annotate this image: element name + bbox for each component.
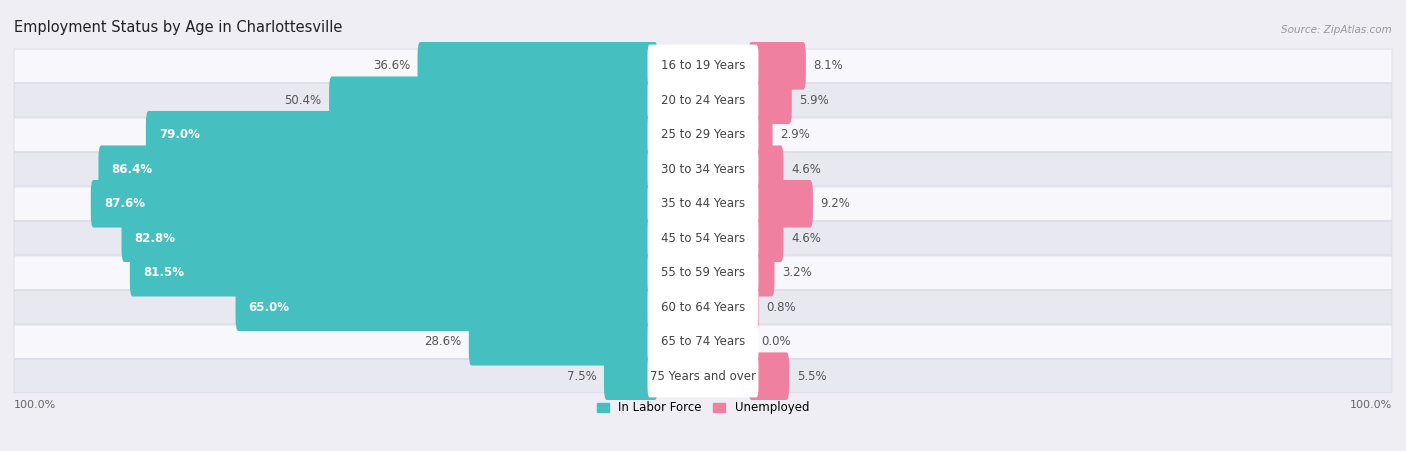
Text: 65 to 74 Years: 65 to 74 Years bbox=[661, 335, 745, 348]
FancyBboxPatch shape bbox=[648, 355, 758, 397]
Text: 75 Years and over: 75 Years and over bbox=[650, 370, 756, 383]
Text: 36.6%: 36.6% bbox=[373, 59, 411, 72]
Text: 82.8%: 82.8% bbox=[135, 232, 176, 245]
FancyBboxPatch shape bbox=[121, 214, 658, 262]
Text: 100.0%: 100.0% bbox=[1350, 400, 1392, 410]
FancyBboxPatch shape bbox=[129, 249, 658, 296]
FancyBboxPatch shape bbox=[648, 79, 758, 121]
Text: 81.5%: 81.5% bbox=[143, 266, 184, 279]
FancyBboxPatch shape bbox=[146, 111, 658, 159]
Text: 50.4%: 50.4% bbox=[284, 94, 322, 107]
FancyBboxPatch shape bbox=[748, 77, 792, 124]
FancyBboxPatch shape bbox=[468, 318, 658, 365]
Text: 8.1%: 8.1% bbox=[814, 59, 844, 72]
Text: 4.6%: 4.6% bbox=[792, 232, 821, 245]
Text: 4.6%: 4.6% bbox=[792, 163, 821, 176]
FancyBboxPatch shape bbox=[648, 148, 758, 190]
FancyBboxPatch shape bbox=[648, 217, 758, 259]
Text: 28.6%: 28.6% bbox=[425, 335, 461, 348]
Text: 2.9%: 2.9% bbox=[780, 128, 810, 141]
Text: 5.9%: 5.9% bbox=[800, 94, 830, 107]
FancyBboxPatch shape bbox=[648, 183, 758, 225]
Text: 35 to 44 Years: 35 to 44 Years bbox=[661, 197, 745, 210]
FancyBboxPatch shape bbox=[748, 42, 806, 90]
Text: 0.8%: 0.8% bbox=[766, 301, 796, 314]
FancyBboxPatch shape bbox=[748, 146, 783, 193]
FancyBboxPatch shape bbox=[648, 45, 758, 87]
Text: 7.5%: 7.5% bbox=[567, 370, 596, 383]
FancyBboxPatch shape bbox=[14, 83, 1392, 117]
FancyBboxPatch shape bbox=[748, 180, 813, 228]
FancyBboxPatch shape bbox=[14, 152, 1392, 186]
Text: 60 to 64 Years: 60 to 64 Years bbox=[661, 301, 745, 314]
Text: 9.2%: 9.2% bbox=[821, 197, 851, 210]
Text: Source: ZipAtlas.com: Source: ZipAtlas.com bbox=[1281, 25, 1392, 35]
FancyBboxPatch shape bbox=[748, 318, 754, 365]
Text: 55 to 59 Years: 55 to 59 Years bbox=[661, 266, 745, 279]
Legend: In Labor Force, Unemployed: In Labor Force, Unemployed bbox=[592, 397, 814, 419]
FancyBboxPatch shape bbox=[14, 49, 1392, 83]
FancyBboxPatch shape bbox=[14, 221, 1392, 255]
FancyBboxPatch shape bbox=[748, 214, 783, 262]
FancyBboxPatch shape bbox=[648, 321, 758, 363]
FancyBboxPatch shape bbox=[418, 42, 658, 90]
FancyBboxPatch shape bbox=[648, 252, 758, 294]
Text: 5.5%: 5.5% bbox=[797, 370, 827, 383]
Text: 0.0%: 0.0% bbox=[762, 335, 792, 348]
FancyBboxPatch shape bbox=[14, 325, 1392, 359]
FancyBboxPatch shape bbox=[748, 249, 775, 296]
FancyBboxPatch shape bbox=[14, 187, 1392, 221]
Text: 65.0%: 65.0% bbox=[249, 301, 290, 314]
FancyBboxPatch shape bbox=[236, 283, 658, 331]
FancyBboxPatch shape bbox=[14, 359, 1392, 393]
Text: 16 to 19 Years: 16 to 19 Years bbox=[661, 59, 745, 72]
Text: 86.4%: 86.4% bbox=[111, 163, 153, 176]
Text: 3.2%: 3.2% bbox=[782, 266, 811, 279]
Text: 25 to 29 Years: 25 to 29 Years bbox=[661, 128, 745, 141]
FancyBboxPatch shape bbox=[748, 283, 759, 331]
Text: 87.6%: 87.6% bbox=[104, 197, 145, 210]
FancyBboxPatch shape bbox=[98, 146, 658, 193]
FancyBboxPatch shape bbox=[648, 114, 758, 156]
FancyBboxPatch shape bbox=[748, 352, 789, 400]
FancyBboxPatch shape bbox=[329, 77, 658, 124]
Text: 100.0%: 100.0% bbox=[14, 400, 56, 410]
FancyBboxPatch shape bbox=[91, 180, 658, 228]
Text: Employment Status by Age in Charlottesville: Employment Status by Age in Charlottesvi… bbox=[14, 20, 343, 35]
FancyBboxPatch shape bbox=[648, 286, 758, 328]
FancyBboxPatch shape bbox=[14, 290, 1392, 324]
FancyBboxPatch shape bbox=[14, 118, 1392, 152]
Text: 79.0%: 79.0% bbox=[159, 128, 200, 141]
FancyBboxPatch shape bbox=[14, 256, 1392, 290]
FancyBboxPatch shape bbox=[748, 111, 772, 159]
Text: 20 to 24 Years: 20 to 24 Years bbox=[661, 94, 745, 107]
Text: 30 to 34 Years: 30 to 34 Years bbox=[661, 163, 745, 176]
Text: 45 to 54 Years: 45 to 54 Years bbox=[661, 232, 745, 245]
FancyBboxPatch shape bbox=[605, 352, 658, 400]
